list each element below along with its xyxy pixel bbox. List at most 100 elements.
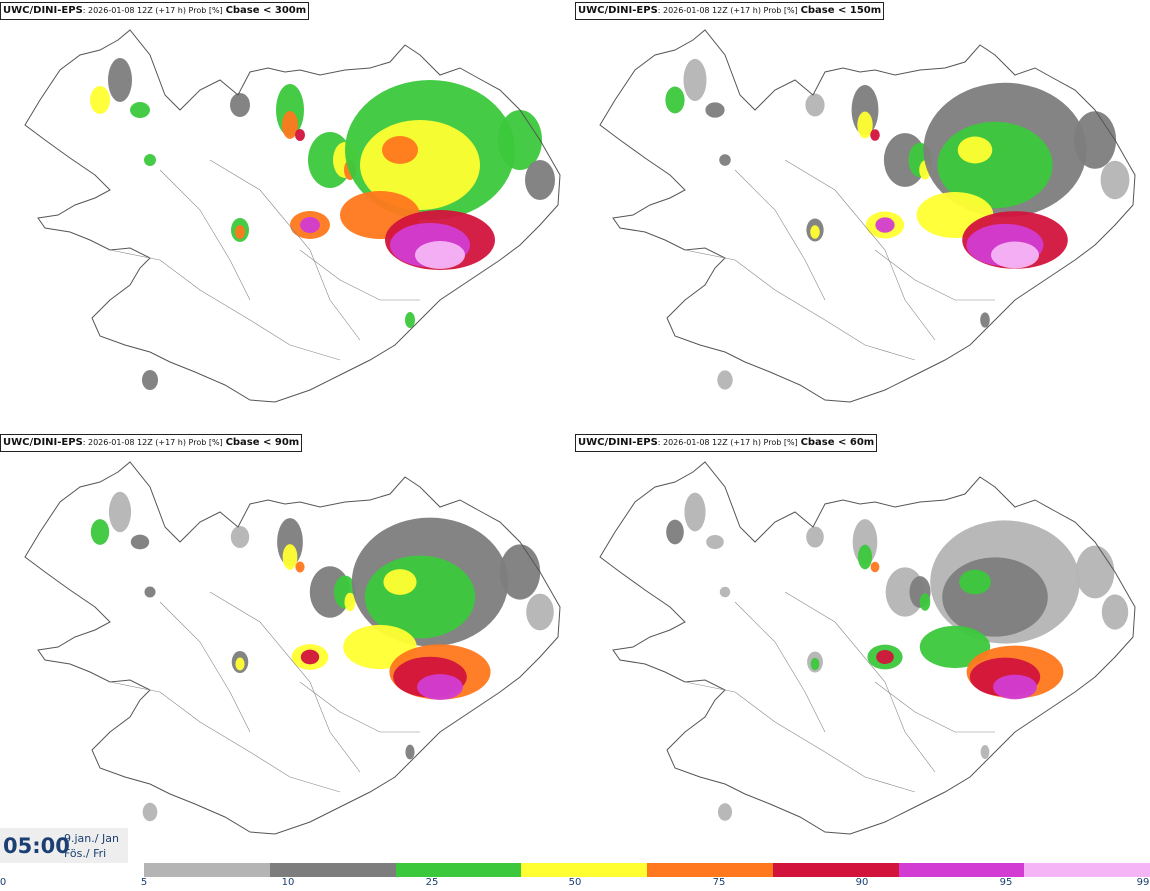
coastline — [599, 29, 1136, 403]
road-line — [109, 249, 341, 361]
probability-area — [144, 586, 156, 598]
probability-area — [1100, 160, 1130, 200]
road-line — [299, 249, 420, 301]
probability-area — [282, 544, 298, 570]
probability-area — [498, 110, 542, 170]
threshold-label: Cbase < 90m — [225, 437, 300, 448]
colorbar-tick-label: 0 — [0, 877, 7, 888]
probability-area — [919, 593, 931, 611]
probability-area — [405, 312, 415, 328]
panel-title: UWC/DINI-EPS: 2026-01-08 12Z (+17 h) Pro… — [575, 2, 885, 20]
probability-area — [810, 657, 820, 671]
colorbar-segment — [521, 863, 647, 877]
threshold-label: Cbase < 300m — [225, 5, 307, 16]
probability-area — [806, 526, 824, 548]
probability-area — [942, 557, 1048, 637]
probability-area — [705, 102, 725, 118]
map-panel-60m: UWC/DINI-EPS: 2026-01-08 12Z (+17 h) Pro… — [575, 432, 1150, 862]
probability-area — [993, 674, 1037, 700]
coastline — [24, 29, 561, 403]
colorbar-tick-label: 5 — [140, 877, 148, 888]
colorbar-segment — [647, 863, 773, 877]
probability-area — [717, 803, 733, 821]
probability-area — [980, 744, 990, 760]
road-line — [874, 681, 995, 733]
road-line — [299, 681, 420, 733]
probability-area — [344, 592, 356, 612]
probability-field — [666, 492, 1129, 821]
probability-area — [235, 657, 245, 671]
colorbar-segment — [144, 863, 270, 877]
run-info: : 2026-01-08 12Z (+17 h) Prob [%] — [657, 6, 798, 15]
probability-area — [142, 370, 158, 390]
model-name: UWC/DINI-EPS — [578, 437, 658, 448]
probability-area — [919, 625, 991, 669]
road-line — [734, 169, 826, 301]
probability-area — [142, 802, 158, 822]
probability-area — [857, 111, 873, 139]
probability-area — [957, 136, 993, 164]
probability-area — [959, 569, 991, 595]
run-info: : 2026-01-08 12Z (+17 h) Prob [%] — [657, 438, 798, 447]
road-line — [109, 681, 341, 793]
probability-area — [295, 129, 305, 141]
probability-area — [282, 111, 298, 139]
road-line — [874, 249, 995, 301]
probability-area — [295, 561, 305, 573]
iceland-map — [24, 461, 561, 835]
colorbar-segment — [898, 863, 1025, 877]
iceland-map — [24, 29, 561, 403]
probability-colorbar — [144, 863, 1150, 877]
road-line — [734, 601, 826, 733]
valid-date: 9.jan./ Jan Fös./ Fri — [64, 831, 119, 861]
probability-area — [1073, 111, 1117, 169]
probability-area — [90, 519, 110, 545]
probability-area — [382, 136, 418, 164]
probability-area — [719, 586, 731, 598]
road-line — [784, 159, 936, 341]
panel-title: UWC/DINI-EPS: 2026-01-08 12Z (+17 h) Pro… — [0, 2, 310, 20]
valid-time-box: 05:00 9.jan./ Jan Fös./ Fri — [0, 828, 128, 863]
threshold-label: Cbase < 150m — [800, 5, 882, 16]
model-name: UWC/DINI-EPS — [3, 437, 83, 448]
probability-area — [90, 86, 110, 114]
colorbar-tick-label: 50 — [568, 877, 582, 888]
valid-date-line2: Fös./ Fri — [64, 847, 107, 860]
probability-area — [991, 241, 1039, 269]
probability-area — [857, 544, 873, 570]
probability-area — [300, 217, 320, 233]
probability-area — [108, 58, 132, 102]
colorbar-tick-label: 75 — [712, 877, 726, 888]
probability-field — [665, 58, 1130, 390]
road-line — [684, 681, 916, 793]
coastline — [599, 461, 1136, 835]
probability-field — [90, 491, 554, 822]
probability-area — [666, 519, 684, 545]
probability-area — [499, 544, 541, 600]
probability-area — [870, 129, 880, 141]
map-panel-90m: UWC/DINI-EPS: 2026-01-08 12Z (+17 h) Pro… — [0, 432, 575, 862]
probability-area — [235, 225, 245, 239]
colorbar-tick-label: 25 — [425, 877, 439, 888]
probability-area — [417, 674, 463, 700]
probability-area — [230, 93, 250, 117]
probability-area — [1101, 594, 1129, 630]
colorbar-ticks: 0 5 10 25 50 75 90 95 99 — [0, 877, 1150, 891]
map-panel-300m: UWC/DINI-EPS: 2026-01-08 12Z (+17 h) Pro… — [0, 0, 575, 430]
probability-area — [875, 217, 895, 233]
probability-area — [415, 241, 465, 269]
threshold-label: Cbase < 60m — [800, 437, 875, 448]
probability-area — [706, 534, 724, 550]
valid-date-line1: 9.jan./ Jan — [64, 832, 119, 845]
probability-area — [130, 534, 150, 550]
panel-title: UWC/DINI-EPS: 2026-01-08 12Z (+17 h) Pro… — [575, 434, 878, 452]
colorbar-tick-label: 95 — [999, 877, 1013, 888]
probability-area — [300, 649, 320, 665]
probability-area — [405, 744, 415, 760]
probability-area — [230, 525, 250, 549]
probability-area — [717, 370, 733, 390]
probability-area — [805, 93, 825, 117]
probability-area — [719, 154, 731, 166]
probability-area — [1075, 545, 1115, 599]
road-line — [159, 601, 251, 733]
